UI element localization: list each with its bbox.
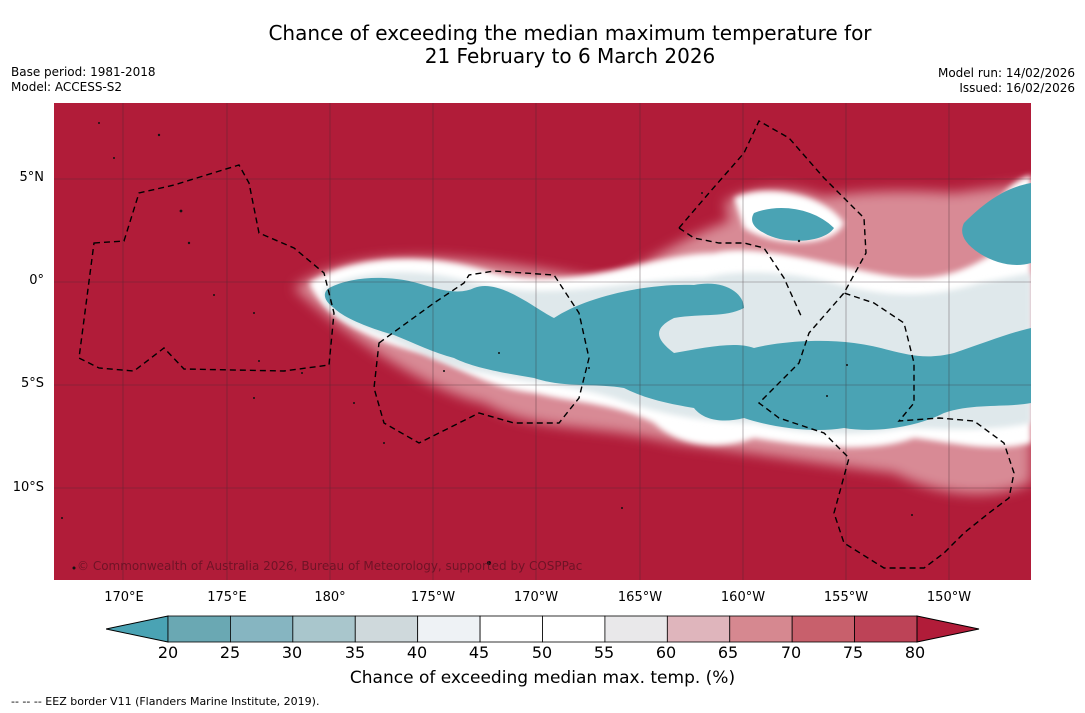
lon-label-155w: 155°W: [823, 590, 869, 605]
lat-label-0: 0°: [29, 273, 44, 288]
islands: [61, 122, 913, 570]
cb-tick-80: 80: [904, 643, 926, 662]
copyright-notice: © Commonwealth of Australia 2026, Bureau…: [77, 559, 583, 573]
colorbar-cell: [479, 615, 543, 643]
colorbar-low-extend: [106, 615, 169, 643]
cb-tick-75: 75: [842, 643, 864, 662]
base-period: Base period: 1981-2018: [11, 65, 156, 79]
map-svg: [54, 103, 1031, 580]
eez-legend: -- -- -- EEZ border V11 (Flanders Marine…: [11, 695, 320, 708]
lon-label-160w: 160°W: [720, 590, 766, 605]
title-line-2: 21 February to 6 March 2026: [424, 44, 716, 68]
eez-borders: [78, 120, 1015, 569]
cb-tick-20: 20: [157, 643, 179, 662]
below-median-regions: [324, 183, 1031, 430]
colorbar-cell: [542, 615, 606, 643]
cb-tick-45: 45: [468, 643, 490, 662]
meta-left: Base period: 1981-2018 Model: ACCESS-S2: [11, 65, 156, 95]
colorbar-cell: [854, 615, 918, 643]
colorbar-cell: [791, 615, 855, 643]
cb-tick-40: 40: [406, 643, 428, 662]
colorbar-cell: [230, 615, 294, 643]
colorbar-title: Chance of exceeding median max. temp. (%…: [349, 668, 736, 688]
title-line-1: Chance of exceeding the median maximum t…: [268, 21, 872, 45]
lon-label-180: 180°: [314, 590, 346, 605]
cb-tick-25: 25: [219, 643, 241, 662]
cb-tick-50: 50: [531, 643, 553, 662]
colorbar-cell: [167, 615, 231, 643]
colorbar-cell: [729, 615, 793, 643]
lat-label-5n: 5°N: [19, 170, 45, 185]
cb-tick-30: 30: [281, 643, 303, 662]
colorbar-cell: [666, 615, 731, 643]
lon-label-175w: 175°W: [410, 590, 456, 605]
cb-tick-35: 35: [344, 643, 366, 662]
lon-label-165w: 165°W: [617, 590, 663, 605]
colorbar-high-extend: [916, 615, 980, 643]
lon-label-175e: 175°E: [207, 590, 247, 605]
cb-tick-65: 65: [717, 643, 739, 662]
meta-right: Model run: 14/02/2026 Issued: 16/02/2026: [938, 66, 1075, 96]
colorbar-cell: [292, 615, 356, 643]
colorbar-cell: [354, 615, 419, 643]
issued-date: Issued: 16/02/2026: [959, 81, 1075, 95]
model-name: Model: ACCESS-S2: [11, 80, 123, 94]
forecast-map: © Commonwealth of Australia 2026, Bureau…: [54, 103, 1031, 580]
colorbar-cell: [604, 615, 668, 643]
cb-tick-55: 55: [593, 643, 615, 662]
colorbar-cells: [167, 615, 918, 643]
lat-label-5s: 5°S: [20, 376, 44, 391]
lon-label-150w: 150°W: [926, 590, 972, 605]
cb-tick-70: 70: [780, 643, 802, 662]
lon-label-170e: 170°E: [104, 590, 144, 605]
lat-label-10s: 10°S: [12, 480, 44, 495]
colorbar: [106, 615, 980, 643]
cb-tick-60: 60: [655, 643, 677, 662]
map-title: Chance of exceeding the median maximum t…: [170, 22, 970, 68]
colorbar-cell: [417, 615, 481, 643]
lon-label-170w: 170°W: [513, 590, 559, 605]
graticule: [54, 103, 1031, 580]
model-run: Model run: 14/02/2026: [937, 66, 1075, 80]
